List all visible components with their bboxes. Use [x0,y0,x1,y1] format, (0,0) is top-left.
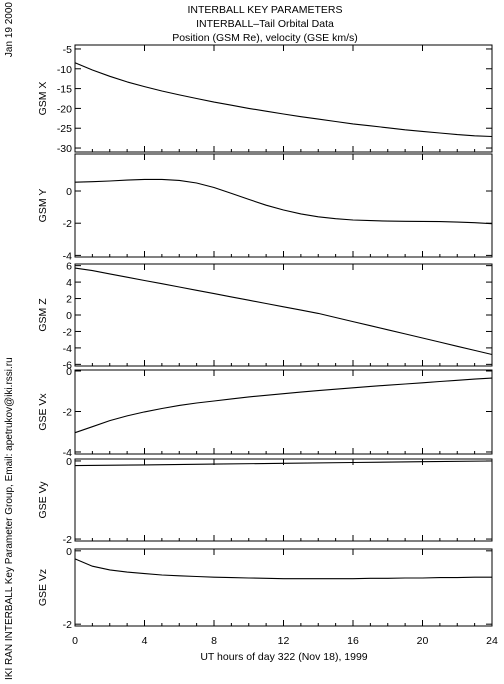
x-tick-label: 20 [417,635,429,647]
y-tick-label: -2 [63,619,72,631]
title-line-2: INTERBALL–Tail Orbital Data [196,18,334,30]
title-line-3: Position (GSM Re), velocity (GSE km/s) [172,32,358,44]
y-tick-label: -6 [63,359,72,371]
y-tick-label: -2 [63,326,72,338]
y-tick-label: -10 [57,64,72,76]
panel-frame [74,458,493,542]
panel-frame [74,153,493,258]
panel-frame [74,44,493,153]
y-tick-label: 0 [66,546,72,558]
y-tick-label: -4 [63,250,72,262]
y-tick-label: 0 [66,186,72,198]
y-tick-label: -2 [63,534,72,546]
series-line-gsm-y [74,178,493,225]
title-line-1: INTERBALL KEY PARAMETERS [187,4,342,16]
x-tick-label: 12 [278,635,290,647]
y-tick-label: -2 [63,218,72,230]
y-tick-label: 4 [66,277,72,289]
panel-4: 0 -2 GSE Vy [37,456,493,546]
y-tick-label: -2 [63,406,72,418]
panel-1: 0 -2 -4 GSM Y [37,153,493,262]
y-axis-label: GSM Y [37,189,49,223]
y-tick-label: -4 [63,343,72,355]
panel-2: 6 4 2 0 -2 -4 -6 GSM Z [37,261,493,371]
y-tick-label: 6 [66,261,72,273]
y-axis-label: GSM X [37,82,49,116]
y-tick-label: -20 [57,103,72,115]
y-tick-label: -30 [57,143,72,155]
x-tick-label: 24 [486,635,498,647]
x-tick-label: 0 [72,635,78,647]
series-line-gsm-x [74,62,493,138]
y-tick-label: 0 [66,366,72,378]
y-axis-label: GSE Vx [37,393,49,431]
side-credit-label: IKI RAN INTERBALL Key Parameter Group, E… [4,357,15,680]
y-tick-label: -4 [63,447,72,459]
y-tick-label: 0 [66,310,72,322]
panel-0: -5 -10 -15 -20 -25 -30 GSM X [37,44,493,155]
panel-frame [74,548,493,627]
y-tick-label: -25 [57,123,72,135]
x-tick-label: 8 [211,635,217,647]
y-axis-label: GSE Vz [37,569,49,606]
x-tick-label: 16 [347,635,359,647]
series-line-gse-vz [74,558,492,580]
y-axis-label: GSE Vy [37,481,49,519]
series-line-gsm-z [74,267,493,356]
panel-3: 0 -2 -4 GSE Vx [37,366,493,459]
y-tick-label: -5 [63,44,72,56]
x-axis-label: UT hours of day 322 (Nov 18), 1999 [200,651,367,663]
y-tick-label: -15 [57,84,72,96]
side-date-label: Jan 19 2000 [4,2,15,57]
y-tick-label: 0 [66,456,72,468]
series-line-gse-vx [74,377,493,434]
y-axis-label: GSM Z [37,298,49,332]
series-line-gse-vy [74,460,493,467]
y-tick-label: 2 [66,294,72,306]
x-tick-label: 4 [142,635,148,647]
